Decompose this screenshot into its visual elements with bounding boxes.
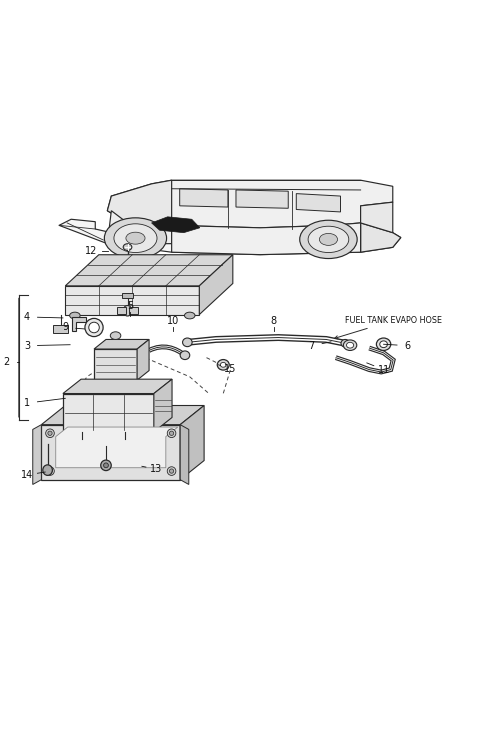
Text: 6: 6 (405, 341, 410, 350)
Ellipse shape (343, 340, 357, 350)
Text: 3: 3 (24, 341, 30, 350)
Text: 2: 2 (3, 357, 10, 368)
Ellipse shape (347, 342, 354, 348)
Polygon shape (180, 425, 189, 484)
Bar (94, 349, 137, 380)
Text: 4: 4 (24, 312, 30, 322)
Ellipse shape (376, 338, 391, 350)
Text: 5: 5 (127, 301, 133, 311)
Polygon shape (154, 379, 172, 432)
Polygon shape (33, 425, 41, 484)
Ellipse shape (70, 312, 80, 319)
Ellipse shape (169, 431, 174, 435)
Polygon shape (72, 318, 86, 331)
Polygon shape (63, 379, 172, 394)
Ellipse shape (184, 312, 195, 319)
Bar (117, 307, 126, 314)
Ellipse shape (180, 351, 190, 359)
Polygon shape (65, 286, 199, 315)
Text: 1: 1 (24, 398, 30, 408)
Polygon shape (172, 223, 360, 254)
Ellipse shape (114, 224, 157, 252)
Polygon shape (65, 254, 233, 286)
Polygon shape (59, 219, 401, 254)
Ellipse shape (319, 234, 337, 246)
Bar (122, 292, 133, 298)
Polygon shape (236, 190, 288, 208)
Ellipse shape (43, 465, 52, 475)
Ellipse shape (341, 339, 349, 347)
Polygon shape (296, 193, 340, 212)
Ellipse shape (48, 431, 52, 435)
Polygon shape (180, 189, 228, 207)
Text: 7: 7 (309, 341, 315, 350)
Ellipse shape (300, 220, 357, 258)
Ellipse shape (169, 469, 174, 473)
Ellipse shape (89, 322, 99, 333)
Polygon shape (108, 180, 393, 228)
Polygon shape (94, 339, 149, 349)
Ellipse shape (167, 466, 176, 475)
Text: 10: 10 (167, 315, 179, 326)
Ellipse shape (104, 463, 108, 468)
Ellipse shape (104, 218, 167, 258)
Ellipse shape (308, 226, 349, 252)
Text: 9: 9 (62, 322, 68, 333)
Polygon shape (108, 180, 172, 225)
Text: FUEL TANK EVAPO HOSE: FUEL TANK EVAPO HOSE (335, 315, 442, 339)
Polygon shape (108, 211, 172, 244)
Text: 12: 12 (85, 246, 98, 257)
Ellipse shape (126, 232, 145, 244)
Polygon shape (137, 339, 149, 380)
Polygon shape (56, 427, 178, 468)
Ellipse shape (380, 341, 387, 347)
Polygon shape (41, 405, 204, 425)
Ellipse shape (123, 306, 132, 316)
Bar (53, 324, 68, 333)
Polygon shape (180, 405, 204, 480)
Text: 14: 14 (21, 470, 33, 480)
Text: 13: 13 (150, 464, 162, 474)
Bar (41, 425, 180, 480)
Text: 11: 11 (377, 365, 390, 375)
Bar (130, 307, 138, 314)
Text: 15: 15 (224, 364, 237, 373)
Ellipse shape (220, 362, 226, 368)
Ellipse shape (123, 244, 132, 251)
Polygon shape (360, 223, 401, 252)
Ellipse shape (101, 460, 111, 471)
Ellipse shape (46, 466, 54, 475)
Bar (63, 394, 154, 432)
Ellipse shape (85, 318, 103, 336)
Polygon shape (152, 217, 200, 233)
Ellipse shape (110, 332, 121, 339)
Ellipse shape (182, 338, 192, 347)
Polygon shape (199, 254, 233, 315)
Ellipse shape (167, 429, 176, 437)
Polygon shape (360, 202, 393, 233)
Ellipse shape (48, 469, 52, 473)
Ellipse shape (217, 359, 229, 370)
Text: 8: 8 (270, 315, 276, 326)
Ellipse shape (46, 429, 54, 437)
